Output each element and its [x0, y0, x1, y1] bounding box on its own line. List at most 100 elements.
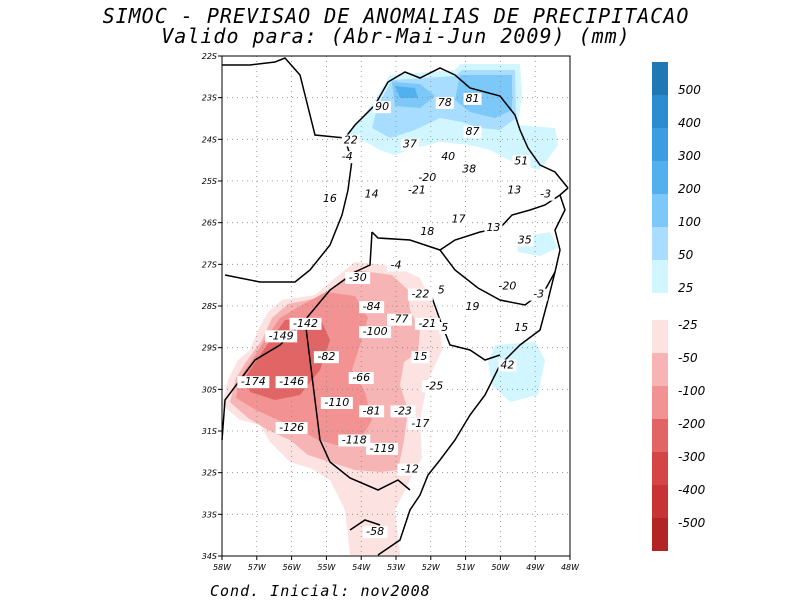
positive-anomaly-field: [340, 64, 558, 402]
value-label-bg: [407, 288, 433, 301]
legend-label-positive: 400: [678, 116, 701, 130]
lat-tick-label: 23S: [202, 94, 217, 103]
value-label-bg: [404, 184, 430, 197]
legend-label-positive: 500: [678, 83, 701, 97]
legend-label-negative: -100: [678, 384, 706, 398]
lon-tick-label: 58W: [213, 563, 232, 572]
anomaly-value: -126: [279, 421, 304, 434]
value-label-bg: [449, 213, 468, 226]
value-label-bg: [275, 422, 308, 434]
legend-label-negative: -25: [678, 318, 698, 332]
value-label-bg: [275, 376, 308, 389]
value-label-bg: [400, 138, 419, 151]
value-label-bg: [362, 188, 381, 201]
legend-label-positive: 50: [678, 248, 694, 262]
value-label-bg: [418, 226, 437, 239]
anomaly-value: -25: [425, 379, 443, 392]
anomaly-value: -149: [269, 329, 294, 342]
value-label-bg: [421, 380, 447, 393]
lat-tick-label: 28S: [202, 302, 217, 311]
anomaly-value: 16: [323, 192, 337, 205]
anomaly-value: -82: [317, 350, 335, 363]
legend-swatch-positive: [652, 95, 668, 128]
anomaly-value: -3: [533, 288, 544, 301]
legend-label-negative: -500: [678, 516, 706, 530]
value-label-bg: [237, 376, 270, 389]
anomaly-value: -22: [411, 288, 429, 301]
lon-tick-label: 52W: [422, 563, 441, 572]
value-label-bg: [348, 372, 374, 384]
value-label-bg: [463, 301, 482, 314]
value-label-bg: [515, 234, 534, 247]
anomaly-value: -12: [401, 463, 419, 476]
value-label-bg: [435, 284, 447, 297]
legend-swatch-positive: [652, 194, 668, 227]
lat-tick-label: 30S: [202, 385, 217, 394]
anomaly-value: 51: [514, 154, 528, 167]
value-label-bg: [435, 97, 454, 109]
value-label-bg: [407, 417, 433, 430]
value-label-bg: [359, 326, 392, 339]
lon-tick-label: 50W: [491, 563, 510, 572]
legend-swatch-negative: [652, 452, 668, 485]
anomaly-value: -77: [390, 313, 408, 326]
anomaly-value: -110: [324, 396, 349, 409]
anomaly-value: -84: [363, 300, 381, 313]
legend-label-negative: -300: [678, 450, 706, 464]
anomaly-value: 5: [441, 321, 448, 334]
anomaly-value: 42: [500, 359, 514, 372]
legend-label-positive: 25: [678, 281, 693, 295]
value-label-bg: [512, 322, 531, 334]
anomaly-value: 40: [441, 150, 455, 163]
anomaly-value: -4: [342, 150, 353, 163]
legend-swatch-negative: [652, 320, 668, 353]
legend-swatch-positive: [652, 161, 668, 194]
lat-tick-label: 32S: [202, 469, 217, 478]
lon-tick-label: 54W: [352, 563, 371, 572]
lat-tick-label: 26S: [202, 219, 217, 228]
lon-tick-label: 57W: [248, 563, 267, 572]
lat-tick-label: 31S: [202, 427, 217, 436]
lon-tick-label: 48W: [561, 563, 580, 572]
legend-swatch-positive: [652, 260, 668, 293]
value-label-bg: [345, 272, 371, 284]
lon-tick-label: 55W: [317, 563, 336, 572]
anomaly-value: 17: [452, 213, 466, 226]
value-label-bg: [359, 405, 385, 418]
anomaly-value: -119: [370, 442, 395, 455]
value-label-bg: [387, 259, 405, 272]
value-label-bg: [373, 101, 392, 114]
legend-label-positive: 100: [678, 215, 701, 229]
lon-tick-label: 56W: [283, 563, 302, 572]
legend-swatch-negative: [652, 419, 668, 452]
value-label-bg: [397, 463, 423, 476]
value-label-bg: [341, 134, 360, 147]
anomaly-value: 18: [420, 225, 434, 238]
legend-swatch-positive: [652, 128, 668, 161]
anomaly-value: 5: [438, 284, 445, 297]
anomaly-value: 15: [413, 350, 427, 363]
anomaly-value: 19: [466, 300, 480, 313]
legend-label-positive: 300: [678, 149, 701, 163]
anomaly-value: -118: [342, 434, 367, 447]
value-label-bg: [320, 192, 339, 205]
lon-tick-label: 53W: [387, 563, 406, 572]
lat-tick-label: 22S: [202, 52, 217, 61]
value-label-bg: [359, 301, 385, 314]
lon-tick-label: 49W: [526, 563, 545, 572]
anomaly-value: -3: [540, 188, 551, 201]
legend-swatch-positive: [652, 227, 668, 260]
anomaly-value: 87: [466, 125, 480, 138]
value-label-bg: [386, 313, 412, 326]
value-label-bg: [529, 288, 548, 301]
anomaly-value: 13: [486, 221, 500, 234]
anomaly-value: -23: [394, 404, 412, 417]
value-label-bg: [289, 317, 322, 330]
value-label-bg: [439, 322, 451, 334]
legend-swatch-negative: [652, 485, 668, 518]
legend-swatch-positive: [652, 62, 668, 95]
legend-label-negative: -400: [678, 483, 706, 497]
anomaly-value: -20: [418, 171, 436, 184]
anomaly-value: 38: [462, 163, 476, 176]
anomaly-value: 15: [514, 321, 528, 334]
